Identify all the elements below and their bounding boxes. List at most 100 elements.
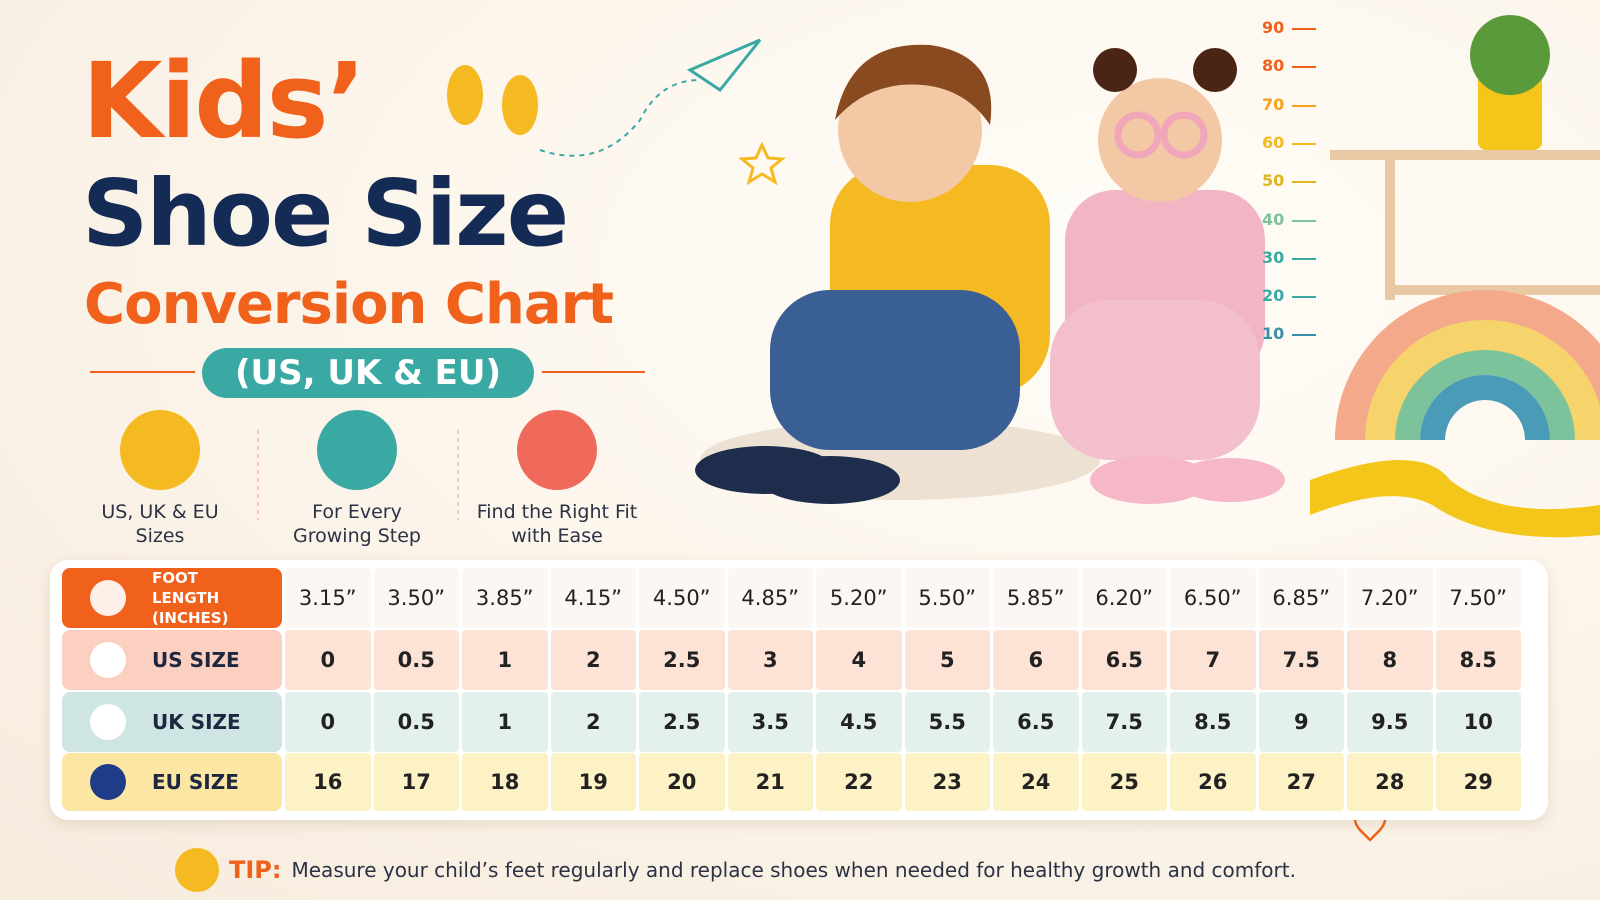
size-value: 19 — [550, 753, 636, 811]
size-value: 8.5 — [1435, 630, 1521, 690]
size-value: 1 — [462, 692, 548, 752]
ruler-tick — [1292, 142, 1316, 145]
feature-icon — [317, 410, 397, 490]
ruler-label: 80 — [1262, 56, 1285, 76]
ruler-tick — [1292, 219, 1316, 222]
feature-label: US, UK & EU Sizes — [101, 501, 219, 547]
ruler-tick — [1292, 334, 1316, 337]
ruler-label: 10 — [1262, 324, 1285, 344]
ruler-tick — [1292, 181, 1316, 184]
size-value: 23 — [904, 753, 990, 811]
title-line: Conversion Chart — [84, 272, 614, 337]
shoe — [760, 456, 900, 504]
foot-length: 5.85” — [993, 568, 1079, 628]
feature: US, UK & EU Sizes — [75, 410, 245, 548]
size-value: 16 — [285, 753, 371, 811]
shelf — [1330, 150, 1600, 160]
size-value: 6.5 — [1081, 630, 1167, 690]
tape — [1310, 460, 1600, 538]
ruler-label: 40 — [1262, 209, 1285, 229]
row-label: FOOT LENGTH (INCHES) — [62, 568, 282, 628]
size-value: 3.5 — [727, 692, 813, 752]
foot-length: 4.15” — [550, 568, 636, 628]
size-value: 2 — [550, 692, 636, 752]
ruler-label: 90 — [1262, 18, 1285, 37]
footprint — [447, 65, 483, 125]
size-value: 27 — [1258, 753, 1344, 811]
feature: Find the Right Fit with Ease — [472, 410, 642, 548]
size-value: 29 — [1435, 753, 1521, 811]
size-value: 0.5 — [373, 630, 459, 690]
size-value: 7.5 — [1081, 692, 1167, 752]
feature-icon — [517, 410, 597, 490]
girl-bun — [1193, 48, 1237, 92]
size-value: 28 — [1347, 753, 1433, 811]
boy-hair — [835, 44, 992, 125]
size-value: 7 — [1170, 630, 1256, 690]
feature-label: For Every Growing Step — [293, 501, 421, 547]
shoe — [1090, 456, 1210, 504]
size-value: 5 — [904, 630, 990, 690]
ruler-tick — [1292, 104, 1316, 107]
foot-length: 4.85” — [727, 568, 813, 628]
shelf — [1385, 285, 1600, 295]
row-icon — [90, 642, 126, 678]
size-value: 18 — [462, 753, 548, 811]
feature-icon — [120, 410, 200, 490]
subtitle: (US, UK & EU) — [202, 348, 534, 398]
row-label: UK SIZE — [62, 692, 282, 752]
size-value: 26 — [1170, 753, 1256, 811]
rainbow — [1395, 350, 1575, 440]
paper-plane — [686, 38, 762, 93]
row-icon — [90, 764, 126, 800]
foot-length: 7.50” — [1435, 568, 1521, 628]
dash-path — [539, 79, 701, 157]
tip-text: Measure your child’s feet regularly and … — [291, 858, 1296, 882]
shoe — [1175, 458, 1285, 502]
title-line: Shoe Size — [82, 160, 569, 267]
size-value: 10 — [1435, 692, 1521, 752]
foot-length: 4.50” — [639, 568, 725, 628]
size-value: 21 — [727, 753, 813, 811]
glasses — [1114, 111, 1162, 159]
ruler-label: 30 — [1262, 247, 1285, 267]
plant — [1470, 15, 1550, 95]
ruler-tick — [1292, 66, 1316, 69]
size-value: 0.5 — [373, 692, 459, 752]
ruler-label: 20 — [1262, 286, 1285, 306]
size-value: 2 — [550, 630, 636, 690]
foot-length: 6.85” — [1258, 568, 1344, 628]
foot-length: 3.15” — [285, 568, 371, 628]
size-value: 6 — [993, 630, 1079, 690]
size-table: FOOT LENGTH (INCHES) 3.15” 3.50” 3.85” 4.15”… — [50, 560, 1548, 820]
row-icon — [90, 580, 126, 616]
size-value: 24 — [993, 753, 1079, 811]
size-value: 5.5 — [904, 692, 990, 752]
rainbow — [1420, 375, 1550, 440]
girl-pants — [1050, 300, 1260, 460]
ruler-tick — [1292, 257, 1316, 260]
ruler-label: 70 — [1262, 94, 1285, 114]
size-value: 0 — [285, 692, 371, 752]
size-value: 25 — [1081, 753, 1167, 811]
size-value: 6.5 — [993, 692, 1079, 752]
size-value: 2.5 — [639, 630, 725, 690]
size-value: 22 — [816, 753, 902, 811]
foot-length: 5.20” — [816, 568, 902, 628]
shelf — [1385, 150, 1395, 300]
ruler-tick — [1292, 28, 1316, 30]
feature-label: Find the Right Fit with Ease — [476, 501, 638, 547]
foot-length: 6.20” — [1081, 568, 1167, 628]
footprint — [502, 75, 538, 135]
size-value: 8 — [1347, 630, 1433, 690]
foot-length: 6.50” — [1170, 568, 1256, 628]
size-value: 20 — [639, 753, 725, 811]
ruler-tick — [1292, 296, 1316, 299]
boy-jeans — [770, 290, 1020, 450]
size-value: 4.5 — [816, 692, 902, 752]
foot-length: 3.85” — [462, 568, 548, 628]
title-line: Kids’ — [82, 40, 366, 162]
girl-bun — [1093, 48, 1137, 92]
size-value: 4 — [816, 630, 902, 690]
